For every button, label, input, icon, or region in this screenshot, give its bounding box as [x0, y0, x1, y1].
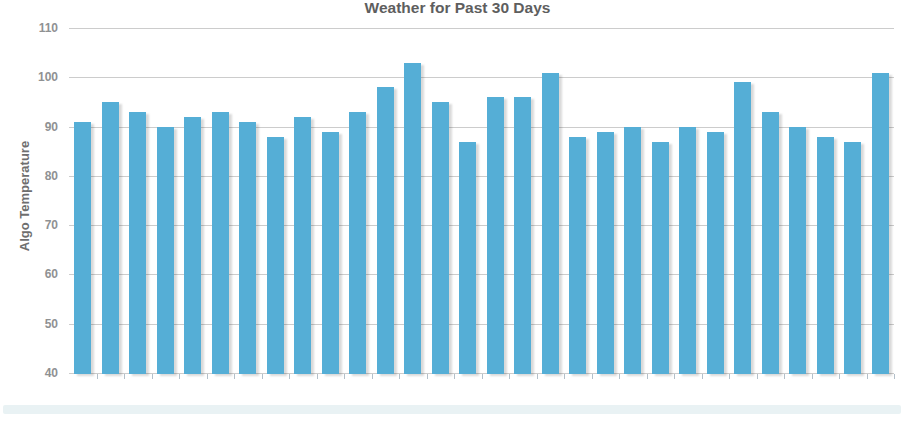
y-tick-label-90: 90 — [10, 119, 58, 135]
x-tick-mark — [619, 374, 620, 379]
bar-day-17 — [514, 97, 531, 374]
bar-day-10 — [322, 132, 339, 374]
x-tick-mark — [344, 374, 345, 379]
y-tick-label-70: 70 — [10, 217, 58, 233]
bar-day-3 — [129, 112, 146, 374]
x-tick-mark — [647, 374, 648, 379]
x-tick-mark — [729, 374, 730, 379]
x-tick-mark — [537, 374, 538, 379]
x-tick-mark — [234, 374, 235, 379]
bar-day-7 — [239, 122, 256, 374]
y-tick-label-60: 60 — [10, 266, 58, 282]
x-tick-mark — [427, 374, 428, 379]
x-tick-mark — [289, 374, 290, 379]
x-tick-mark — [592, 374, 593, 379]
x-tick-mark — [482, 374, 483, 379]
bar-day-2 — [102, 102, 119, 374]
y-tick-label-80: 80 — [10, 168, 58, 184]
x-tick-mark — [702, 374, 703, 379]
gridline-y-100 — [69, 77, 894, 78]
y-tick-label-40: 40 — [10, 365, 58, 381]
x-tick-mark — [894, 374, 895, 379]
bar-day-8 — [267, 137, 284, 374]
chart-title: Weather for Past 30 Days — [0, 0, 915, 17]
bar-day-13 — [404, 63, 421, 374]
bar-day-28 — [817, 137, 834, 374]
bar-day-15 — [459, 142, 476, 374]
bar-day-20 — [597, 132, 614, 374]
x-tick-mark — [372, 374, 373, 379]
y-tick-label-110: 110 — [10, 20, 58, 36]
gridline-y-110 — [69, 28, 894, 29]
x-tick-mark — [757, 374, 758, 379]
bar-day-1 — [74, 122, 91, 374]
x-tick-mark — [784, 374, 785, 379]
x-tick-mark — [839, 374, 840, 379]
bar-day-18 — [542, 73, 559, 375]
bottom-panel-strip — [3, 405, 901, 414]
bar-day-11 — [349, 112, 366, 374]
x-tick-mark — [454, 374, 455, 379]
bar-day-22 — [652, 142, 669, 374]
bar-day-6 — [212, 112, 229, 374]
y-axis-title: Algo Temperature — [17, 141, 32, 251]
bar-day-21 — [624, 127, 641, 374]
bar-day-29 — [844, 142, 861, 374]
x-tick-mark — [867, 374, 868, 379]
bar-day-9 — [294, 117, 311, 374]
bar-day-12 — [377, 87, 394, 374]
x-tick-mark — [152, 374, 153, 379]
x-tick-mark — [674, 374, 675, 379]
plot-area — [69, 28, 894, 374]
x-tick-mark — [97, 374, 98, 379]
x-tick-mark — [207, 374, 208, 379]
weather-bar-chart: Weather for Past 30 Days Algo Temperatur… — [0, 0, 915, 422]
x-tick-mark — [399, 374, 400, 379]
y-tick-label-100: 100 — [10, 69, 58, 85]
y-tick-label-50: 50 — [10, 316, 58, 332]
bar-day-24 — [707, 132, 724, 374]
bar-day-27 — [789, 127, 806, 374]
x-tick-mark — [509, 374, 510, 379]
x-tick-mark — [262, 374, 263, 379]
bar-day-19 — [569, 137, 586, 374]
x-tick-mark — [564, 374, 565, 379]
x-tick-mark — [812, 374, 813, 379]
x-tick-mark — [124, 374, 125, 379]
bar-day-30 — [872, 73, 889, 375]
bar-day-16 — [487, 97, 504, 374]
bar-day-23 — [679, 127, 696, 374]
x-tick-mark — [179, 374, 180, 379]
bar-day-25 — [734, 82, 751, 374]
bar-day-26 — [762, 112, 779, 374]
bar-day-14 — [432, 102, 449, 374]
x-tick-mark — [317, 374, 318, 379]
bar-day-5 — [184, 117, 201, 374]
bar-day-4 — [157, 127, 174, 374]
